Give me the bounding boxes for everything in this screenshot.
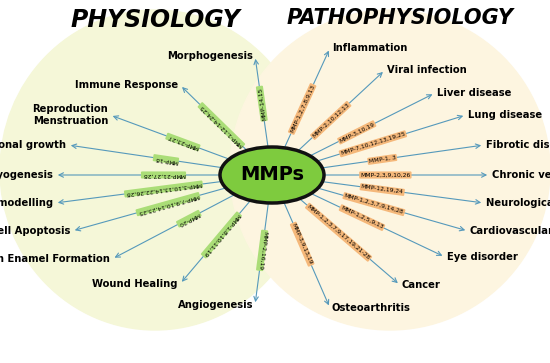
Text: MMP-12,19,24: MMP-12,19,24 (361, 184, 404, 195)
Text: MMP-1, 3: MMP-1, 3 (368, 155, 396, 164)
Text: Eye disorder: Eye disorder (447, 252, 518, 262)
Text: Cell Apoptosis: Cell Apoptosis (0, 226, 70, 236)
Text: MMP-2,3,9,10,26: MMP-2,3,9,10,26 (360, 172, 410, 178)
Text: Tissue Remodelling: Tissue Remodelling (0, 198, 53, 208)
Text: MMP-18: MMP-18 (154, 155, 178, 164)
Text: MMP-1,2,5,9,13: MMP-1,2,5,9,13 (340, 205, 384, 230)
Text: Chronic venous disease: Chronic venous disease (492, 170, 550, 180)
Text: Fibrotic disorder: Fibrotic disorder (486, 140, 550, 150)
Text: MMP-1,2,3,7,9,17,19,21-28: MMP-1,2,3,7,9,17,19,21-28 (306, 204, 371, 261)
Text: MMP-3,10,19: MMP-3,10,19 (338, 121, 375, 143)
Text: MMP-2,16,19: MMP-2,16,19 (257, 231, 267, 270)
Text: MMPs: MMPs (240, 166, 304, 184)
Text: Angiogenesis: Angiogenesis (178, 300, 253, 310)
Text: Reproduction
Menstruation: Reproduction Menstruation (32, 104, 108, 126)
Text: MMP-14,15: MMP-14,15 (257, 87, 267, 121)
Text: MMP-2,10,12,13: MMP-2,10,12,13 (311, 102, 350, 139)
Text: Cancer: Cancer (402, 280, 441, 290)
Text: MMP-7,10,12,13,19,25: MMP-7,10,12,13,19,25 (340, 131, 406, 156)
Text: Viral infection: Viral infection (387, 65, 467, 75)
Text: Neurological disease: Neurological disease (486, 198, 550, 208)
Text: MMP-21,27,28: MMP-21,27,28 (142, 172, 185, 178)
Text: Inflammation: Inflammation (332, 43, 408, 53)
Text: PATHOPHYSIOLOGY: PATHOPHYSIOLOGY (287, 8, 514, 28)
Text: MMP-1,2,7,8,9,13: MMP-1,2,7,8,9,13 (289, 84, 315, 134)
Text: MMP-1,12-14,24,25: MMP-1,12-14,24,25 (199, 103, 244, 148)
Text: Embryogenesis: Embryogenesis (0, 170, 53, 180)
Text: MMP-23,27: MMP-23,27 (167, 134, 200, 150)
Text: MMP-1,2,3,7,9,14,28: MMP-1,2,3,7,9,14,28 (344, 193, 404, 215)
Text: MMP-1,8,10,11,19: MMP-1,8,10,11,19 (202, 213, 241, 257)
Ellipse shape (0, 10, 310, 330)
Text: Tooth Enamel Formation: Tooth Enamel Formation (0, 254, 110, 264)
Text: MMP-20: MMP-20 (177, 211, 201, 227)
Text: Liver disease: Liver disease (437, 88, 512, 98)
Text: MMP-3,9,13,19: MMP-3,9,13,19 (291, 223, 313, 266)
Text: MMP-7,9,10,14,23,25: MMP-7,9,10,14,23,25 (136, 193, 199, 215)
Text: Osteoarthritis: Osteoarthritis (332, 303, 411, 313)
Text: Axonal growth: Axonal growth (0, 140, 66, 150)
Ellipse shape (230, 10, 550, 330)
Text: MMP-3,10,13,14,22,26,28: MMP-3,10,13,14,22,26,28 (125, 182, 202, 196)
Text: Wound Healing: Wound Healing (92, 279, 178, 289)
Ellipse shape (220, 147, 324, 203)
Text: Cardiovascular: Cardiovascular (470, 226, 550, 236)
Text: Immune Response: Immune Response (75, 80, 178, 90)
Text: Lung disease: Lung disease (468, 110, 542, 120)
Text: PHYSIOLOGY: PHYSIOLOGY (70, 8, 240, 32)
Text: Morphogenesis: Morphogenesis (167, 51, 253, 61)
